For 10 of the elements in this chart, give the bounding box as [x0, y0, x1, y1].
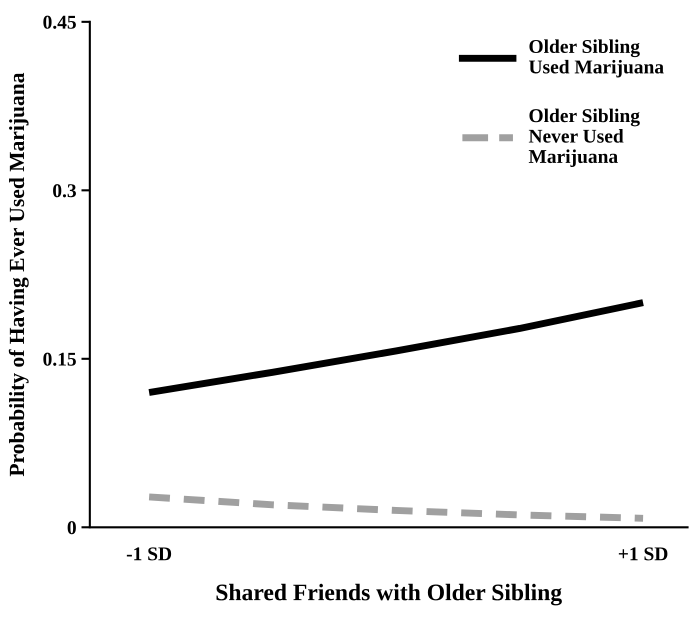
- y-axis-title: Probability of Having Ever Used Marijuana: [8, 72, 29, 476]
- legend-label: Older Sibling Used Marijuana: [528, 39, 664, 78]
- y-tick-label: 0.3: [53, 184, 76, 198]
- y-tick-label: 0: [68, 521, 76, 534]
- x-tick-label: -1 SD: [126, 547, 172, 560]
- y-tick-label: 0.45: [43, 16, 76, 29]
- x-axis-title: Shared Friends with Older Sibling: [216, 584, 562, 606]
- legend-label: Older Sibling Never Used Marijuana: [528, 108, 640, 168]
- y-tick-label: 0.15: [43, 352, 76, 366]
- x-tick-label: +1 SD: [618, 547, 668, 560]
